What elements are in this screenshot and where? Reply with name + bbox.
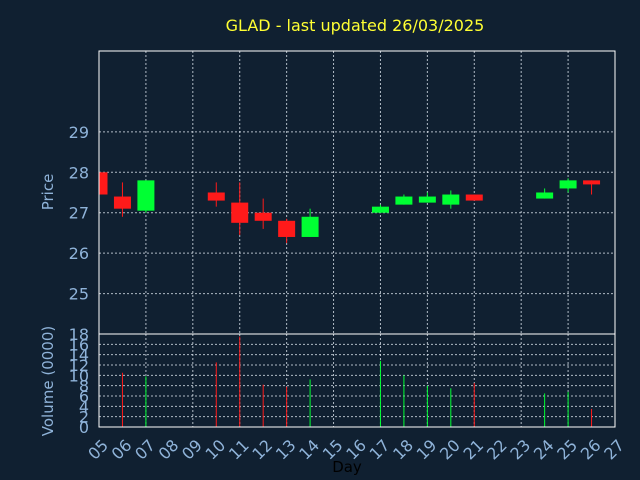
price-axis-label: Price: [39, 174, 57, 211]
volume-tick-label: 2: [79, 408, 89, 427]
volume-tick-label: 6: [79, 387, 89, 406]
candle-body: [231, 202, 249, 223]
volume-tick-label: 0: [79, 418, 89, 437]
volume-tick-label: 16: [69, 335, 89, 354]
price-tick-label: 26: [69, 244, 89, 263]
candle-body: [371, 206, 389, 213]
candle-body: [301, 216, 319, 237]
candle-body: [278, 220, 296, 237]
x-axis-label: Day: [332, 458, 362, 476]
candle-body: [536, 192, 554, 199]
candle-body: [99, 172, 108, 195]
candle-body: [418, 196, 436, 203]
candle-body: [137, 180, 155, 211]
candle-body: [559, 180, 577, 189]
price-tick-label: 29: [69, 123, 89, 142]
volume-panel-frame: [98, 333, 616, 428]
volume-tick-label: 10: [69, 366, 89, 385]
volume-tick-label: 4: [79, 397, 89, 416]
candle-body: [254, 212, 272, 221]
volume-tick-label: 14: [69, 346, 89, 365]
price-tick-label: 25: [69, 285, 89, 304]
volume-tick-label: 8: [79, 377, 89, 396]
volume-tick-label: 12: [69, 356, 89, 375]
candle-body: [465, 194, 483, 201]
volume-axis-label: Volume (0000): [39, 326, 57, 436]
candle-body: [395, 196, 413, 205]
candles: [98, 172, 601, 244]
candle-body: [583, 180, 601, 185]
candle-body: [207, 192, 225, 201]
price-tick-label: 28: [69, 163, 89, 182]
candle-body: [442, 194, 460, 205]
volume-grid: [99, 334, 616, 427]
candle-body: [113, 196, 131, 209]
price-tick-labels: 25 26 27 28 29: [69, 123, 89, 304]
price-tick-label: 27: [69, 204, 89, 223]
x-tick-label: 27: [600, 436, 628, 464]
chart-title: GLAD - last updated 26/03/2025: [226, 16, 485, 35]
volume-bars: [121, 336, 593, 427]
volume-tick-label: 18: [69, 325, 89, 344]
